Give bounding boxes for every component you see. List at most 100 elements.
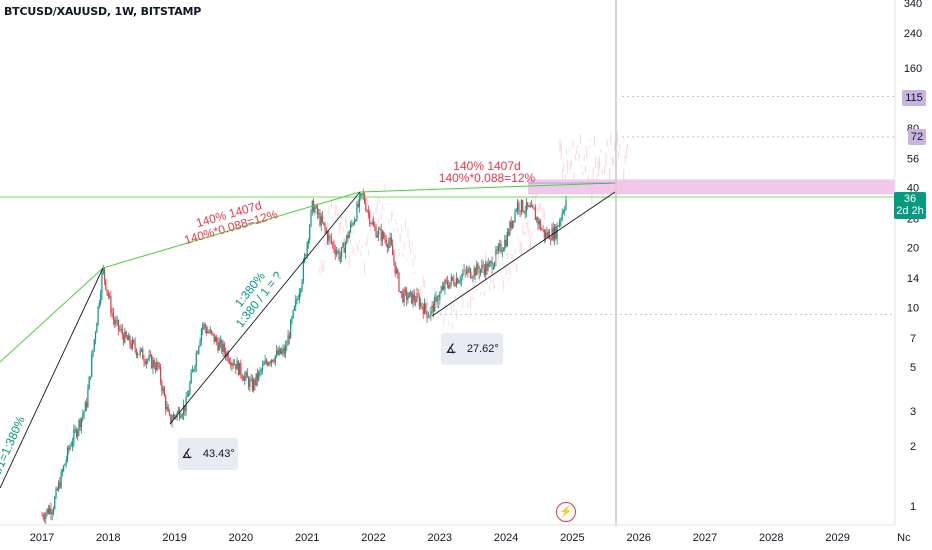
candle-body	[134, 342, 136, 350]
candle-body	[56, 488, 58, 491]
angle-box-2[interactable]: ∡ 27.62°	[441, 333, 503, 365]
candle-body	[78, 420, 80, 431]
candle-body	[365, 202, 367, 211]
projection-candle	[537, 206, 539, 215]
projection-candle	[406, 258, 408, 261]
projection-candle	[489, 284, 491, 291]
projection-candle	[392, 211, 394, 218]
projection-candle	[338, 223, 340, 233]
candle-body	[111, 312, 113, 314]
candle-body	[59, 482, 61, 488]
candle-body	[253, 379, 255, 391]
projection-candle	[509, 265, 511, 276]
candle-body	[379, 228, 381, 230]
angle-box-1[interactable]: ∡ 43.43°	[178, 438, 238, 470]
candle-body	[404, 289, 406, 291]
projection-candle	[417, 293, 419, 300]
candle-body	[154, 367, 157, 370]
price-tick-label: 40	[907, 183, 919, 195]
projection-candle	[412, 259, 414, 268]
time-axis: 2017 2018 2019 2020 2021 2022 2023 2024 2025 2026…	[0, 524, 911, 544]
candle-body	[414, 300, 417, 302]
ratio-left-label: 1/1=1:380%	[0, 414, 28, 479]
candle-body	[367, 210, 369, 213]
projection-candle	[365, 242, 367, 246]
candle-body	[312, 200, 315, 213]
candle-body	[102, 268, 104, 274]
candle-body	[471, 277, 473, 279]
candle-body	[148, 355, 150, 360]
projection-candle	[595, 157, 597, 169]
candle-body	[527, 202, 529, 207]
candle-body	[306, 242, 308, 256]
candle-body	[511, 220, 514, 229]
candle-body	[542, 229, 544, 231]
candle-body	[349, 224, 352, 232]
projection-candle	[388, 219, 390, 225]
candle-body	[255, 373, 257, 385]
projection-candle	[576, 149, 578, 154]
projection-candle	[404, 219, 406, 229]
projection-candle	[518, 250, 520, 252]
candle-body	[450, 276, 452, 283]
candle-body	[129, 335, 131, 345]
projection-candle	[420, 286, 422, 294]
candle-body	[422, 306, 424, 314]
candle-body	[362, 193, 364, 195]
candle-body	[204, 324, 206, 329]
projection-candle	[496, 262, 498, 268]
projection-candle	[522, 224, 524, 234]
lightning-icon[interactable]: ⚡	[556, 502, 576, 522]
projection-candle	[563, 163, 565, 172]
projection-candle	[435, 302, 437, 309]
candle-body	[538, 221, 540, 225]
projection-candle	[623, 168, 625, 185]
projection-candle	[567, 159, 569, 174]
candle-body	[219, 340, 222, 343]
candle-body	[371, 222, 373, 224]
candle-body	[348, 231, 350, 238]
candle-body	[69, 445, 71, 450]
candle-body	[406, 290, 408, 300]
projection-candle	[438, 297, 440, 306]
candle-body	[395, 269, 398, 274]
candle-body	[560, 218, 562, 222]
projection-candle	[322, 265, 324, 272]
candle-body	[293, 306, 296, 311]
projection-candle	[498, 254, 499, 261]
projection-candle	[519, 242, 521, 254]
candle-body	[342, 243, 344, 248]
candle-body	[529, 205, 531, 208]
candle-body	[93, 339, 95, 350]
candle-body	[112, 313, 114, 320]
candle-body	[263, 364, 265, 366]
candle-body	[46, 508, 48, 514]
time-tick-label: 2026	[626, 532, 650, 544]
projection-candle	[373, 210, 375, 217]
candle-body	[55, 488, 57, 498]
candle-body	[304, 254, 306, 262]
price-tick-label: 20	[907, 242, 919, 254]
candle-body	[125, 331, 127, 337]
candle-body	[347, 235, 349, 238]
projection-candle	[514, 248, 516, 255]
projection-candle	[393, 228, 395, 232]
candle-body	[119, 329, 121, 331]
candle-body	[449, 282, 451, 288]
candle-body	[458, 281, 460, 284]
candle-body	[245, 372, 247, 376]
candle-body	[398, 273, 400, 292]
projection-candle	[441, 290, 443, 298]
green-trendline	[0, 267, 104, 363]
projection-candle	[531, 232, 533, 237]
time-tick-label: 2027	[693, 532, 717, 544]
candle-body	[473, 268, 475, 277]
candle-body	[120, 328, 122, 330]
candle-body	[547, 231, 549, 237]
projection-candle	[401, 226, 403, 232]
candle-body	[287, 335, 289, 346]
candle-body	[166, 406, 168, 410]
candle-body	[550, 239, 552, 241]
candle-body	[260, 370, 262, 371]
